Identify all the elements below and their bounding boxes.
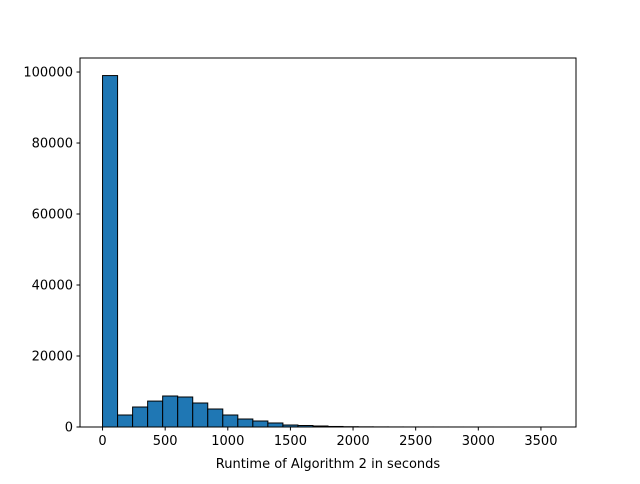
bar xyxy=(118,415,133,427)
bar xyxy=(253,421,268,427)
bar xyxy=(223,415,238,427)
x-tick-label: 1500 xyxy=(274,434,307,449)
bar xyxy=(193,403,208,427)
bar xyxy=(238,419,253,427)
bar xyxy=(178,397,193,427)
y-tick-label: 0 xyxy=(65,421,73,436)
bar xyxy=(163,396,178,427)
x-tick-label: 2500 xyxy=(399,434,432,449)
y-tick-label: 80000 xyxy=(32,137,73,152)
x-tick-label: 1000 xyxy=(211,434,244,449)
bar xyxy=(268,423,283,427)
y-tick-label: 100000 xyxy=(23,66,73,81)
bar xyxy=(103,76,118,427)
y-tick-label: 60000 xyxy=(32,208,73,223)
bar xyxy=(208,409,223,427)
x-tick-label: 0 xyxy=(98,434,106,449)
x-tick-label: 3000 xyxy=(462,434,495,449)
x-tick-label: 500 xyxy=(153,434,178,449)
bar xyxy=(148,401,163,427)
x-tick-label: 2000 xyxy=(337,434,370,449)
x-axis-label: Runtime of Algorithm 2 in seconds xyxy=(216,457,441,472)
y-tick-label: 40000 xyxy=(32,279,73,294)
bar xyxy=(133,407,148,427)
x-tick-label: 3500 xyxy=(524,434,557,449)
y-tick-label: 20000 xyxy=(32,350,73,365)
plot-frame xyxy=(80,58,576,427)
